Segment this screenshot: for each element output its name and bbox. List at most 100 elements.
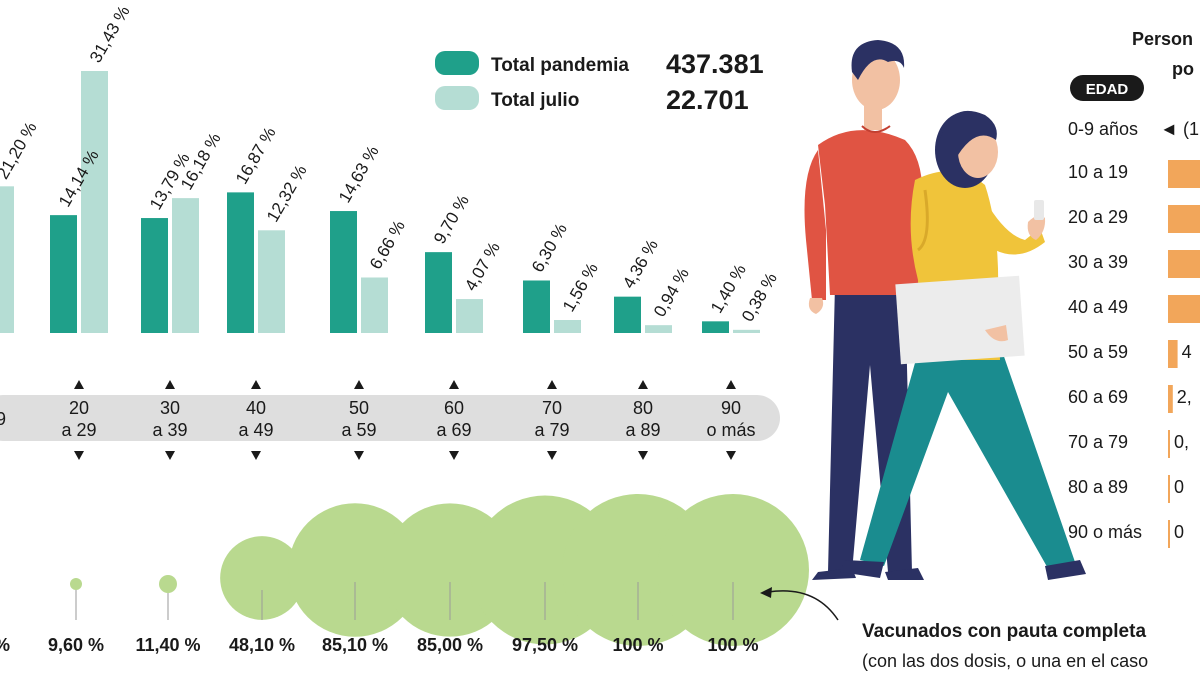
vaccination-label: 48,10 %: [229, 635, 295, 655]
legend-value-julio: 22.701: [666, 85, 749, 115]
side-row-value: 0,: [1174, 432, 1189, 452]
side-row-age: 70 a 79: [1068, 432, 1128, 452]
age-band: [0, 395, 780, 441]
age-label-bottom: a 59: [341, 420, 376, 440]
bar-julio: [645, 325, 672, 333]
vaccination-label: 100 %: [612, 635, 663, 655]
people-illustration: [804, 40, 1086, 580]
age-label-top: 60: [444, 398, 464, 418]
vaccination-label: 85,10 %: [322, 635, 388, 655]
bar-label-julio: 0,94 %: [650, 265, 693, 320]
vaccination-bubble: [159, 575, 177, 593]
down-arrow-icon: [354, 451, 364, 460]
bar-pandemia: [702, 321, 729, 333]
side-row-age: 80 a 89: [1068, 477, 1128, 497]
bar-pandemia: [330, 211, 357, 333]
age-label-top: 20: [69, 398, 89, 418]
side-row-age: 50 a 59: [1068, 342, 1128, 362]
bar-pandemia: [227, 192, 254, 333]
vaccination-bubble: [288, 503, 422, 637]
side-panel: Person po EDAD 0-9 años ◄ (1 10 a 19 20 a…: [1068, 29, 1200, 548]
age-badge-text: EDAD: [1086, 81, 1129, 98]
bar-pandemia: [523, 280, 550, 333]
side-first-age: 0-9 años: [1068, 119, 1138, 139]
side-row-bar: [1168, 430, 1170, 458]
bar-julio: [456, 299, 483, 333]
side-row-age: 90 o más: [1068, 522, 1142, 542]
annotation-arrowhead: [760, 587, 772, 598]
side-row-bar: [1168, 205, 1200, 233]
annotation-arrow: [767, 590, 839, 621]
age-label-bottom: a 69: [436, 420, 471, 440]
legend-value-pandemia: 437.381: [666, 49, 764, 79]
age-label-bottom: a 29: [61, 420, 96, 440]
bar-label-julio: 4,07 %: [461, 239, 504, 294]
age-groups: 20a 29 30a 39 40a 49 50a 59 60a 69 70a 79 80a …: [61, 380, 756, 460]
down-arrow-icon: [638, 451, 648, 460]
side-row-age: 10 a 19: [1068, 162, 1128, 182]
vaccination-bubble: [657, 494, 809, 646]
legend-label-pandemia: Total pandemia: [491, 55, 629, 76]
up-arrow-icon: [547, 380, 557, 389]
side-row-age: 60 a 69: [1068, 387, 1128, 407]
age-label-bottom: a 39: [152, 420, 187, 440]
up-arrow-icon: [354, 380, 364, 389]
side-row-bar: [1168, 250, 1200, 278]
age-label-bottom: a 79: [534, 420, 569, 440]
side-row-bar: [1168, 160, 1200, 188]
down-arrow-icon: [74, 451, 84, 460]
vaccination-bubble: [220, 536, 304, 620]
side-row-value: 0: [1174, 477, 1184, 497]
side-row-value: 0: [1174, 522, 1184, 542]
side-row-bar: [1168, 340, 1178, 368]
up-arrow-icon: [449, 380, 459, 389]
side-row-bar: [1168, 385, 1173, 413]
age-label-top: 40: [246, 398, 266, 418]
vaccination-label: 11,40 %: [135, 635, 200, 655]
bar-partial-left: [0, 186, 14, 333]
up-arrow-icon: [726, 380, 736, 389]
bar-label-julio: 1,56 %: [559, 260, 602, 315]
side-row-bar: [1168, 295, 1200, 323]
side-row-bar: [1168, 520, 1170, 548]
age-label-bottom: a 89: [625, 420, 660, 440]
side-panel-title-1: Person: [1132, 29, 1193, 49]
bar-label-julio: 31,43 %: [86, 2, 134, 66]
age-label-top: 90: [721, 398, 741, 418]
age-label-top: 30: [160, 398, 180, 418]
bar-label-pandemia: 14,63 %: [335, 143, 383, 207]
side-row-bar: [1168, 475, 1170, 503]
age-label-top: 70: [542, 398, 562, 418]
vaccination-label: 9,60 %: [48, 635, 104, 655]
legend-swatch-julio: [435, 86, 479, 110]
vaccination-label: 85,00 %: [417, 635, 483, 655]
age-label-top: 80: [633, 398, 653, 418]
down-arrow-icon: [251, 451, 261, 460]
bar-pandemia: [614, 296, 641, 333]
up-arrow-icon: [165, 380, 175, 389]
side-row-age: 40 a 49: [1068, 297, 1128, 317]
bar-label-julio: 6,66 %: [366, 217, 409, 272]
bar-pandemia: [50, 215, 77, 333]
bar-julio: [172, 198, 199, 333]
vac-label-partial-left: %: [0, 635, 10, 655]
side-row-age: 30 a 39: [1068, 252, 1128, 272]
side-first-marker: ◄: [1160, 119, 1178, 139]
side-panel-title-2: po: [1172, 59, 1194, 79]
bar-pandemia: [141, 218, 168, 333]
bar-julio: [361, 277, 388, 333]
down-arrow-icon: [547, 451, 557, 460]
down-arrow-icon: [726, 451, 736, 460]
age-label-top: 50: [349, 398, 369, 418]
bar-label-pandemia: 6,30 %: [528, 220, 571, 275]
vaccination-label: 97,50 %: [512, 635, 578, 655]
age-badge: [1070, 75, 1144, 101]
bar-pandemia: [425, 252, 452, 333]
bar-julio: [258, 230, 285, 333]
legend: Total pandemia 437.381 Total julio 22.70…: [435, 49, 764, 115]
side-rows: 10 a 19 20 a 29 30 a 39 40 a 49 50 a 59 4 60 a…: [1068, 160, 1200, 548]
bar-label-pandemia: 4,36 %: [619, 236, 662, 291]
side-row-age: 20 a 29: [1068, 207, 1128, 227]
side-first-value: (1: [1183, 119, 1199, 139]
